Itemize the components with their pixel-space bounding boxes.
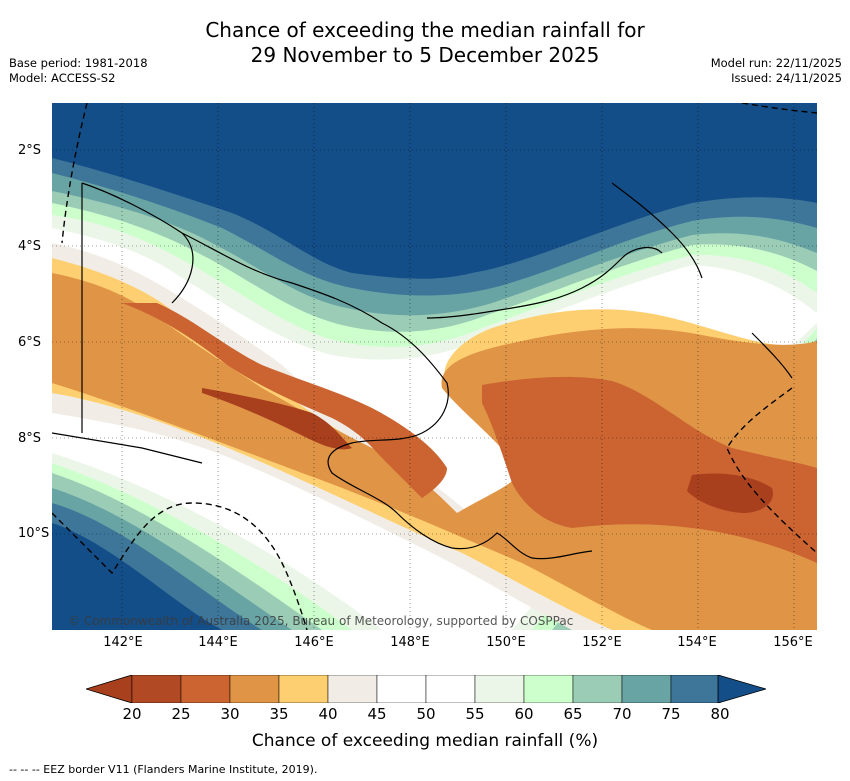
colorbar-tick-label: 35 <box>269 705 289 723</box>
colorbar <box>86 675 766 703</box>
lon-label: 144°E <box>198 635 238 650</box>
rainfall-map <box>52 103 817 630</box>
colorbar-cell <box>474 675 525 703</box>
map-canvas <box>52 103 817 630</box>
lat-label: 4°S <box>18 239 42 254</box>
lon-label: 156°E <box>773 635 813 650</box>
colorbar-cell <box>376 675 427 703</box>
lat-label: 6°S <box>18 335 42 350</box>
colorbar-tick-label: 40 <box>318 705 338 723</box>
lon-label: 142°E <box>103 635 143 650</box>
colorbar-cell <box>278 675 329 703</box>
colorbar-cell <box>621 675 672 703</box>
lon-label: 146°E <box>294 635 334 650</box>
colorbar-tick-label: 30 <box>220 705 240 723</box>
colorbar-tick-label: 70 <box>612 705 632 723</box>
colorbar-cell <box>131 675 182 703</box>
lat-label: 8°S <box>18 431 42 446</box>
lat-label: 2°S <box>18 143 42 158</box>
colorbar-high-arrow <box>717 675 766 703</box>
base-period: Base period: 1981-2018 <box>9 56 148 70</box>
colorbar-cell <box>229 675 280 703</box>
colorbar-cell <box>425 675 476 703</box>
lon-label: 150°E <box>486 635 526 650</box>
colorbar-cell <box>572 675 623 703</box>
colorbar-low-arrow <box>86 675 133 703</box>
colorbar-cell <box>327 675 378 703</box>
colorbar-tick-label: 50 <box>416 705 436 723</box>
new-ireland <box>611 182 703 279</box>
title-line-1: Chance of exceeding the median rainfall … <box>205 18 645 42</box>
eez-border <box>52 103 817 630</box>
colorbar-tick-label: 65 <box>563 705 583 723</box>
lon-label: 152°E <box>582 635 622 650</box>
coastline <box>52 182 593 560</box>
copyright-notice: © Commonwealth of Australia 2025, Bureau… <box>68 614 574 628</box>
eez-footnote: -- -- -- EEZ border V11 (Flanders Marine… <box>9 763 318 776</box>
colorbar-tick-label: 80 <box>710 705 730 723</box>
lat-label: 10°S <box>18 526 50 541</box>
meta-left: Base period: 1981-2018 Model: ACCESS-S2 <box>9 56 148 86</box>
model-name: Model: ACCESS-S2 <box>9 71 116 85</box>
colorbar-cell <box>670 675 721 703</box>
band-25 <box>202 388 773 513</box>
title-line-2: 29 November to 5 December 2025 <box>250 43 600 67</box>
colorbar-cell <box>180 675 231 703</box>
colorbar-tick-label: 25 <box>171 705 191 723</box>
lon-label: 148°E <box>390 635 430 650</box>
colorbar-tick-label: 60 <box>514 705 534 723</box>
issued-date: Issued: 24/11/2025 <box>731 71 842 85</box>
colorbar-cells <box>131 675 721 703</box>
colorbar-tick-label: 55 <box>465 705 485 723</box>
map-title: Chance of exceeding the median rainfall … <box>0 18 850 68</box>
meta-right: Model run: 22/11/2025 Issued: 24/11/2025 <box>711 56 842 86</box>
model-run: Model run: 22/11/2025 <box>710 56 842 70</box>
band-30 <box>122 303 817 563</box>
lon-label: 154°E <box>677 635 717 650</box>
band-35 <box>52 273 817 630</box>
colorbar-tick-label: 75 <box>661 705 681 723</box>
new-britain <box>426 246 663 319</box>
colorbar-tick-label: 20 <box>122 705 142 723</box>
colorbar-title: Chance of exceeding median rainfall (%) <box>251 731 599 751</box>
bougainville <box>751 332 793 379</box>
colorbar-tick-label: 45 <box>367 705 387 723</box>
colorbar-cell <box>523 675 574 703</box>
